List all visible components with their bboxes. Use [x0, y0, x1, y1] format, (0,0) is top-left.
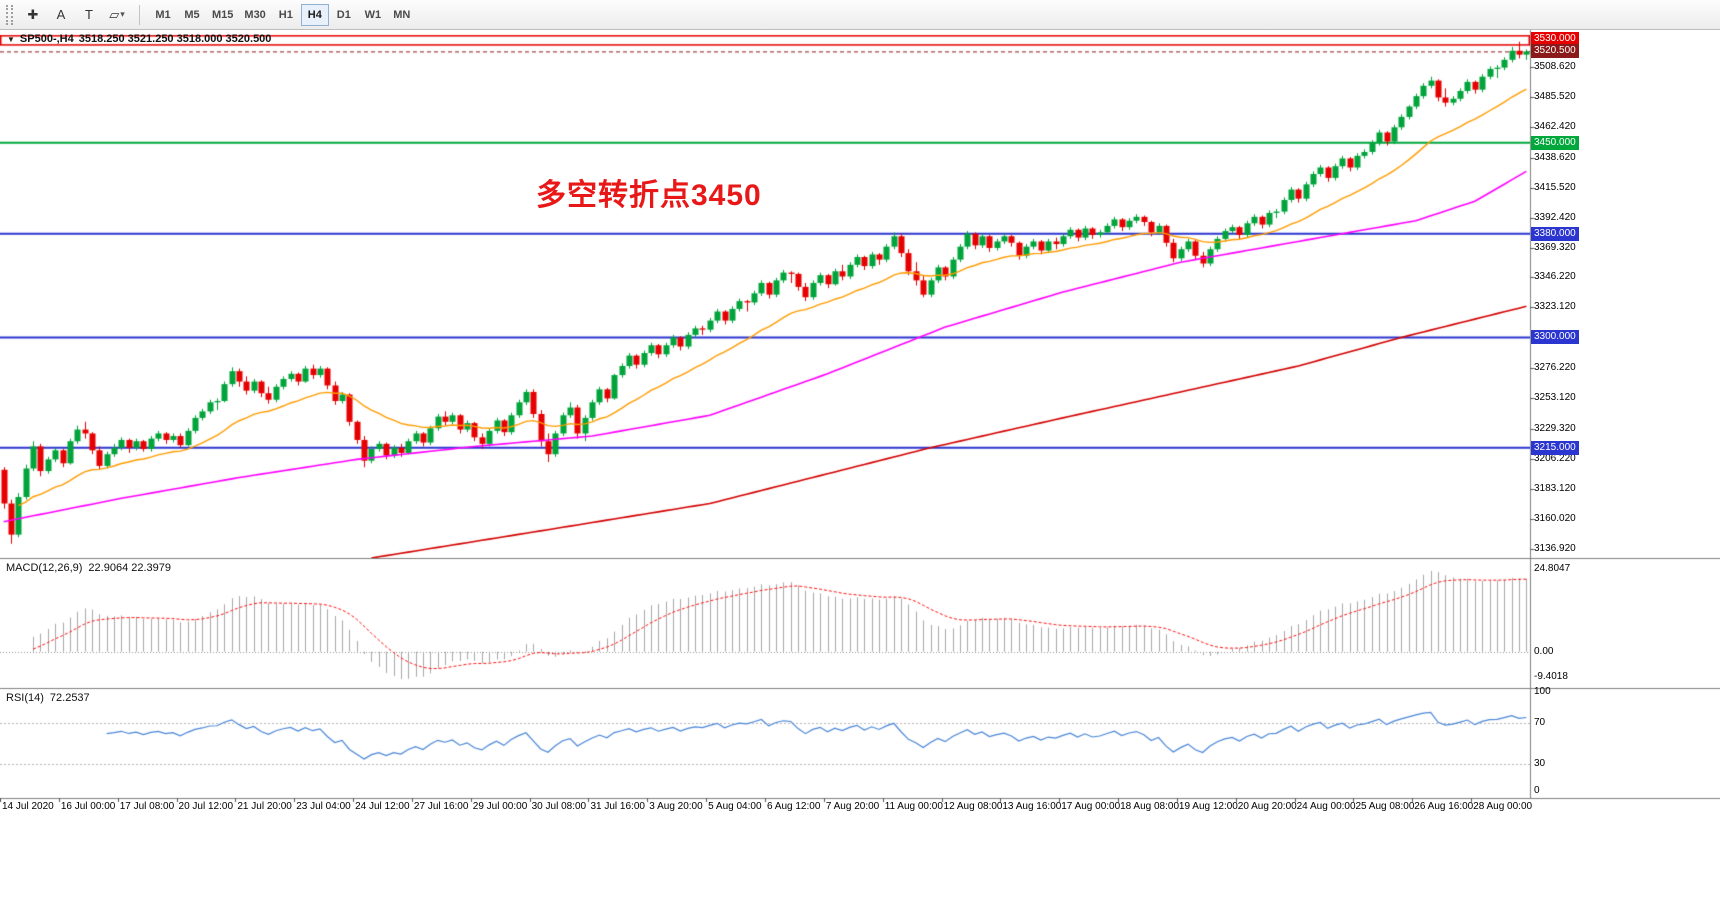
shapes-icon: ▱ — [109, 6, 120, 22]
timeframe-button-m5[interactable]: M5 — [178, 4, 206, 26]
toolbar-grip-handle[interactable] — [6, 4, 13, 25]
drawing-tool-group: ✚ A T ▱ ▾ — [20, 3, 130, 27]
toolbar-separator — [139, 4, 140, 25]
text-tool-button[interactable]: A — [48, 3, 74, 27]
timeframe-button-mn[interactable]: MN — [388, 4, 416, 26]
macd-indicator-label: MACD(12,26,9) 22.9064 22.3979 — [6, 562, 171, 574]
caret-down-icon: ▾ — [120, 9, 125, 19]
chart-title: ▼ SP500-,H4 3518.250 3521.250 3518.000 3… — [7, 33, 271, 45]
rsi-value: 72.2537 — [49, 692, 90, 704]
shapes-tool-button[interactable]: ▱ ▾ — [104, 3, 130, 27]
chart-ohlc-values: 3518.250 3521.250 3518.000 3520.500 — [78, 33, 272, 45]
timeframe-button-h4[interactable]: H4 — [300, 3, 329, 26]
crosshair-icon: ✚ — [27, 6, 39, 22]
text-frame-tool-button[interactable]: T — [76, 3, 102, 27]
timeframe-button-d1[interactable]: D1 — [330, 4, 358, 26]
annotation-text: 多空转折点3450 — [536, 179, 762, 212]
timeframe-button-group: M1 M5 M15 M30 H1 H4 D1 W1 MN — [149, 3, 416, 26]
text-icon: A — [56, 7, 66, 22]
macd-values: 22.9064 22.3979 — [88, 562, 172, 574]
timeframe-button-m15[interactable]: M15 — [207, 4, 238, 26]
rsi-indicator-label: RSI(14) 72.2537 — [6, 692, 90, 704]
timeframe-button-w1[interactable]: W1 — [359, 4, 387, 26]
toolbar: ✚ A T ▱ ▾ M1 M5 M15 M30 H1 H4 D1 W1 MN — [0, 0, 1720, 30]
crosshair-tool-button[interactable]: ✚ — [20, 3, 46, 27]
macd-name: MACD(12,26,9) — [6, 562, 83, 574]
timeframe-button-m30[interactable]: M30 — [239, 4, 270, 26]
chart-menu-icon[interactable]: ▼ — [7, 34, 15, 44]
timeframe-button-m1[interactable]: M1 — [149, 4, 177, 26]
rsi-name: RSI(14) — [6, 692, 44, 704]
text-frame-icon: T — [85, 7, 93, 22]
timeframe-button-h1[interactable]: H1 — [272, 4, 300, 26]
chart-symbol-timeframe: SP500-,H4 — [19, 33, 74, 45]
